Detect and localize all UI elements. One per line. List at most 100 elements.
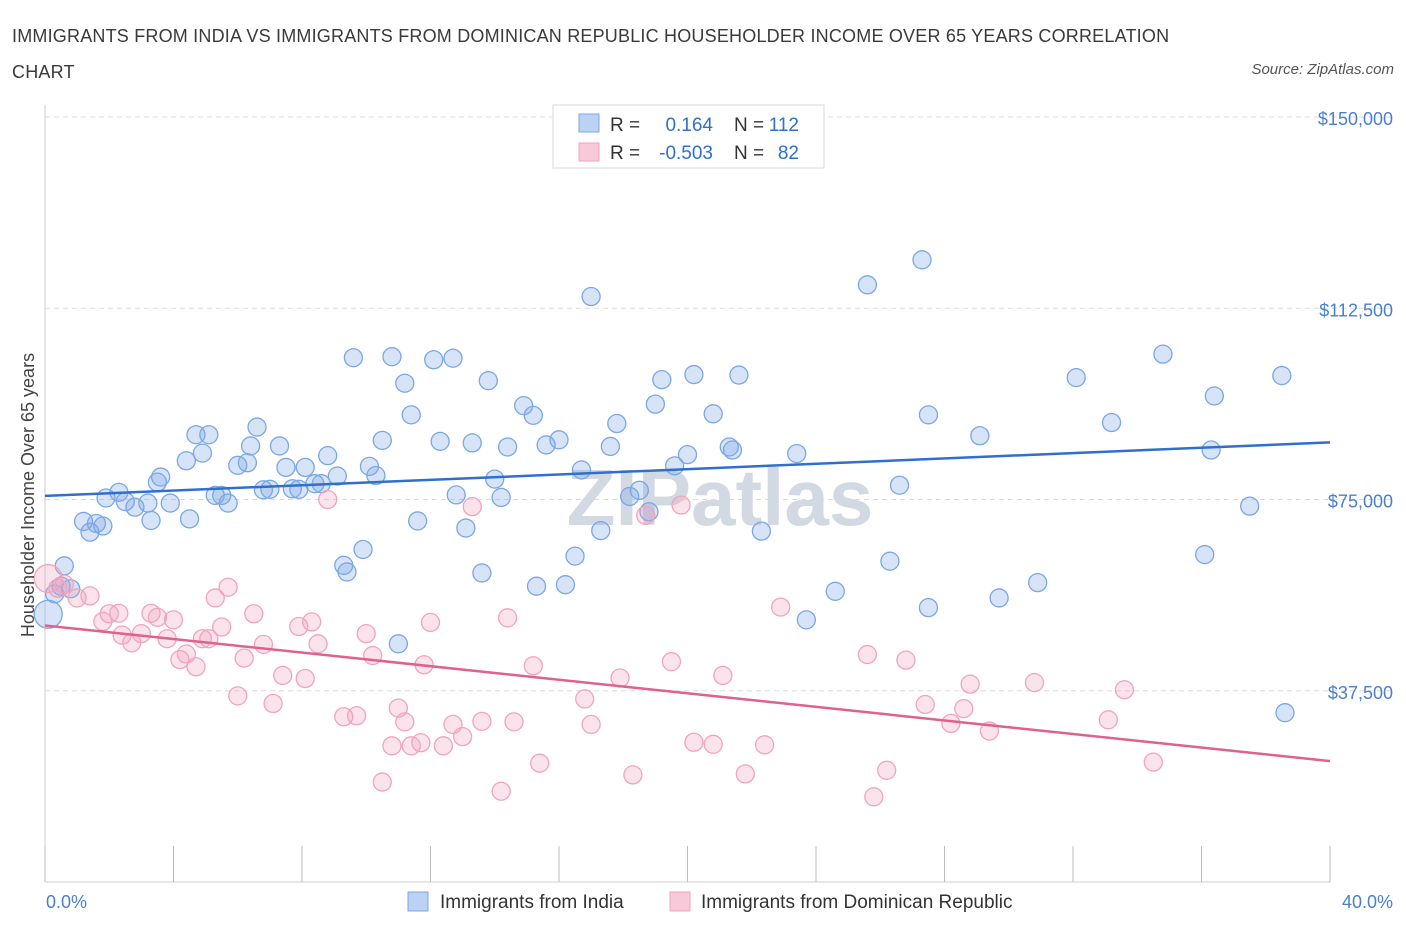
- india-point: [446, 485, 466, 505]
- dominican-point: [411, 733, 431, 753]
- dominican-point: [452, 727, 473, 747]
- india-point: [989, 588, 1009, 608]
- india-point: [1066, 367, 1086, 388]
- axes: [44, 105, 1331, 883]
- india-point: [462, 433, 482, 453]
- india-point: [150, 467, 171, 487]
- india-point: [857, 275, 878, 295]
- india-point: [395, 373, 415, 393]
- y-tick-label: $150,000: [1318, 109, 1393, 129]
- india-point: [491, 487, 511, 508]
- dominican-point: [915, 694, 935, 715]
- dominican-point: [218, 577, 238, 597]
- source-label: Source: ZipAtlas.com: [1251, 61, 1394, 78]
- series-dominican-points: [33, 489, 1163, 807]
- india-point: [571, 460, 592, 480]
- y-tick-label: $75,000: [1328, 492, 1393, 512]
- legend-n-label: N =: [734, 115, 764, 136]
- legend-n-label: N =: [734, 143, 764, 164]
- dominican-point: [1024, 672, 1045, 693]
- dominican-point: [623, 765, 643, 785]
- india-point: [549, 430, 569, 450]
- india-point: [176, 451, 197, 471]
- grid-lines: [45, 116, 1393, 692]
- india-point: [645, 394, 666, 414]
- dominican-point: [684, 732, 704, 752]
- dominican-point: [1114, 680, 1135, 700]
- india-point: [1240, 496, 1260, 516]
- india-point: [523, 405, 543, 426]
- india-point: [565, 546, 585, 566]
- india-point: [160, 493, 180, 513]
- legend-swatch-dominican: [578, 142, 600, 162]
- india-point: [269, 436, 290, 456]
- india-point: [684, 364, 704, 385]
- x-tick-labels: 0.0% 40.0%: [46, 892, 1393, 912]
- dominican-point: [80, 586, 100, 606]
- y-tick-labels: $37,500 $75,000 $112,500 $150,000: [1318, 109, 1393, 703]
- dominican-point: [308, 634, 328, 654]
- legend-r-label: R =: [610, 143, 640, 164]
- india-point: [33, 599, 63, 629]
- india-point: [141, 510, 161, 531]
- india-point: [751, 521, 772, 541]
- dominican-point: [263, 693, 283, 714]
- chart-title: IMMIGRANTS FROM INDIA VS IMMIGRANTS FROM…: [12, 26, 1170, 82]
- india-point: [918, 597, 939, 618]
- dominican-point: [131, 623, 152, 644]
- bottom-legend-india: Immigrants from India: [440, 892, 624, 913]
- india-point: [456, 518, 476, 538]
- india-point: [138, 493, 158, 513]
- dominican-point: [147, 607, 168, 627]
- india-point: [478, 371, 498, 391]
- dominican-point: [318, 489, 338, 510]
- dominican-point: [491, 781, 511, 801]
- india-point: [327, 466, 347, 486]
- india-point: [600, 436, 621, 457]
- dominican-point: [273, 665, 293, 686]
- india-point: [343, 348, 364, 368]
- india-point: [825, 581, 845, 601]
- india-point: [337, 562, 357, 582]
- dominican-point: [99, 604, 119, 624]
- dominican-point: [109, 603, 129, 623]
- india-point: [1101, 412, 1122, 433]
- dominican-point: [504, 712, 524, 732]
- dominican-trend-line: [44, 624, 1331, 763]
- dominican-point: [703, 734, 723, 754]
- dominican-point: [186, 657, 206, 677]
- dominican-point: [671, 495, 691, 515]
- india-point: [218, 493, 238, 513]
- dominican-point: [497, 608, 518, 628]
- dominican-point: [395, 712, 415, 732]
- dominican-point: [420, 612, 441, 633]
- dominican-point: [346, 706, 367, 726]
- legend-r-label: R =: [610, 115, 640, 136]
- india-point: [880, 551, 900, 571]
- dominican-point: [433, 736, 454, 756]
- india-point: [652, 369, 672, 390]
- india-point: [199, 425, 219, 445]
- india-point: [722, 440, 743, 460]
- dominican-point: [771, 597, 791, 617]
- india-point: [424, 350, 444, 370]
- india-point: [629, 480, 649, 500]
- dominican-point: [1098, 710, 1118, 730]
- india-point: [485, 469, 505, 489]
- legend-n-value: 82: [778, 143, 799, 164]
- india-point: [260, 479, 280, 499]
- bottom-legend-swatch-dominican: [669, 891, 691, 912]
- india-point: [796, 610, 817, 630]
- india-point: [607, 413, 627, 434]
- trend-lines: [44, 441, 1331, 763]
- india-point: [192, 443, 213, 463]
- dominican-point: [234, 648, 254, 668]
- dominican-point: [205, 588, 225, 608]
- dominican-point: [636, 505, 656, 525]
- legend-r-value: 0.164: [665, 115, 713, 136]
- dominican-point: [356, 623, 376, 644]
- dominican-point: [735, 764, 755, 784]
- dominican-point: [472, 711, 492, 731]
- india-point: [366, 465, 386, 486]
- india-point: [497, 437, 518, 457]
